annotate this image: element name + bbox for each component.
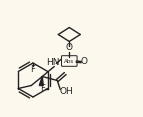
Text: F: F bbox=[40, 84, 45, 93]
Text: O: O bbox=[81, 57, 88, 66]
Text: OH: OH bbox=[59, 87, 73, 96]
Polygon shape bbox=[39, 77, 43, 86]
FancyBboxPatch shape bbox=[61, 56, 77, 66]
Text: O: O bbox=[66, 44, 73, 53]
Text: F: F bbox=[31, 64, 35, 73]
Text: Abs: Abs bbox=[64, 59, 74, 64]
Text: HN: HN bbox=[46, 58, 60, 67]
